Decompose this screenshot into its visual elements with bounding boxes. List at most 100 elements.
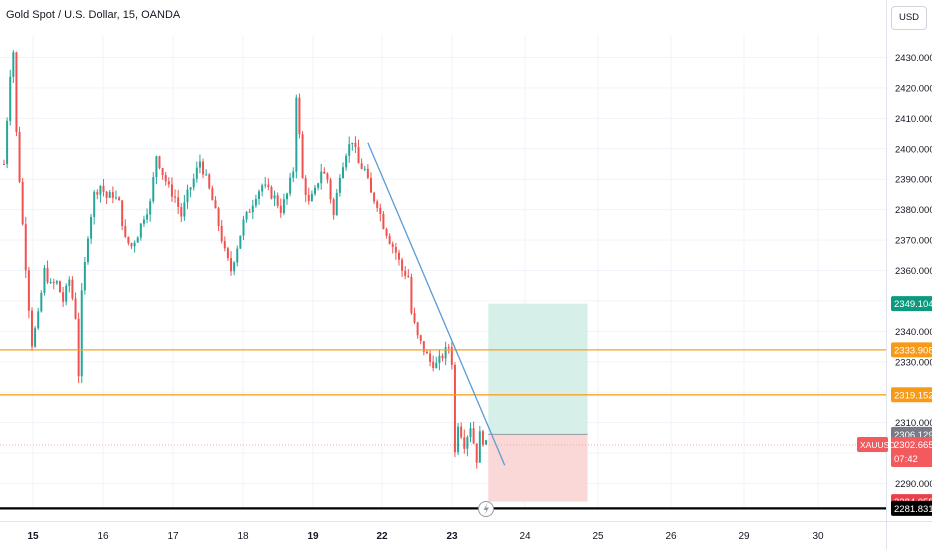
candle (478, 426, 481, 463)
candle-body (413, 313, 416, 323)
time-tick-label: 15 (27, 531, 39, 542)
candle-body (310, 193, 313, 202)
candle-body (304, 178, 307, 195)
candle (49, 278, 52, 285)
candle-body (96, 192, 99, 195)
candle-body (242, 219, 245, 236)
price-badge-text: 2302.665 (894, 440, 932, 451)
time-tick-label: 23 (446, 531, 458, 542)
candle-body (432, 361, 435, 369)
candle (261, 183, 264, 197)
candle-body (279, 205, 282, 213)
candle (286, 192, 289, 205)
candle-body (466, 437, 469, 449)
candle-body (102, 185, 105, 192)
candle (273, 190, 276, 207)
candle (460, 422, 463, 440)
candle-body (43, 267, 46, 293)
candle (326, 172, 329, 184)
candle-body (276, 195, 279, 206)
countdown-text: 07:42 (894, 454, 918, 465)
candle (466, 435, 469, 457)
candle (121, 200, 124, 231)
candle-body (90, 216, 93, 239)
price-badge-bg (891, 500, 932, 516)
candle-body (314, 187, 316, 194)
candle (24, 216, 27, 278)
price-tick-label: 2400.000 (895, 144, 932, 155)
candle (432, 355, 435, 372)
candle (397, 249, 400, 266)
candle-body (485, 440, 488, 445)
candle (230, 251, 233, 276)
candle-body (142, 219, 145, 224)
candle-body (30, 310, 33, 347)
candle (83, 256, 86, 295)
candle (183, 195, 186, 221)
candle-body (58, 281, 61, 293)
symbol-tag-bg (857, 436, 888, 452)
candle (223, 236, 226, 252)
candle-body (111, 192, 114, 198)
candle-body (394, 247, 397, 253)
candle-body (407, 275, 410, 277)
candle-body (270, 187, 273, 199)
candle-body (391, 243, 394, 248)
candle-body (186, 189, 189, 203)
candle-body (24, 224, 27, 271)
candle (155, 155, 158, 185)
price-badge-target: 2349.104 (891, 296, 932, 312)
candle-body (15, 52, 18, 133)
candle (245, 211, 248, 223)
candle-body (332, 199, 335, 216)
candle (71, 276, 74, 301)
candle-body (357, 147, 360, 164)
candles (3, 50, 488, 469)
price-tick-label: 2430.000 (895, 53, 932, 64)
candle (77, 312, 80, 383)
candle-body (40, 292, 43, 312)
candle (164, 172, 167, 186)
candle-body (385, 228, 388, 236)
candle-body (217, 208, 220, 226)
candle (37, 307, 40, 331)
candle-body (80, 290, 83, 377)
candle (447, 344, 450, 354)
candle-body (404, 270, 407, 276)
price-tick-label: 2410.000 (895, 114, 932, 125)
candle-body (419, 335, 422, 342)
candle-body (320, 171, 323, 184)
candle-body (307, 194, 310, 202)
candle (58, 280, 61, 293)
candle (276, 192, 279, 209)
candle (481, 429, 484, 447)
candle-body (136, 237, 139, 243)
candle (366, 164, 369, 180)
candle (410, 273, 413, 315)
price-badge-level: 2333.908 (891, 342, 932, 358)
candle (208, 173, 211, 190)
candle (202, 158, 205, 179)
candle-body (9, 76, 12, 121)
candle (354, 136, 357, 153)
event-marker-icon[interactable] (478, 501, 494, 517)
candle (186, 184, 189, 209)
candle-body (170, 184, 173, 197)
candle-body (161, 168, 164, 176)
candle (363, 165, 366, 172)
candle-body (335, 192, 338, 216)
candle-body (226, 248, 229, 259)
candle (52, 278, 55, 290)
candle (357, 139, 360, 164)
candle (68, 276, 71, 293)
candle (444, 341, 447, 366)
time-axis: 15 16 17 18 19 22 23 24 25 26 29 30 (27, 531, 824, 542)
candle (385, 227, 388, 239)
candle-body (341, 167, 344, 178)
currency-button[interactable]: USD (891, 6, 927, 30)
candle-body (21, 181, 24, 225)
candle (360, 158, 363, 170)
candle (472, 421, 475, 445)
